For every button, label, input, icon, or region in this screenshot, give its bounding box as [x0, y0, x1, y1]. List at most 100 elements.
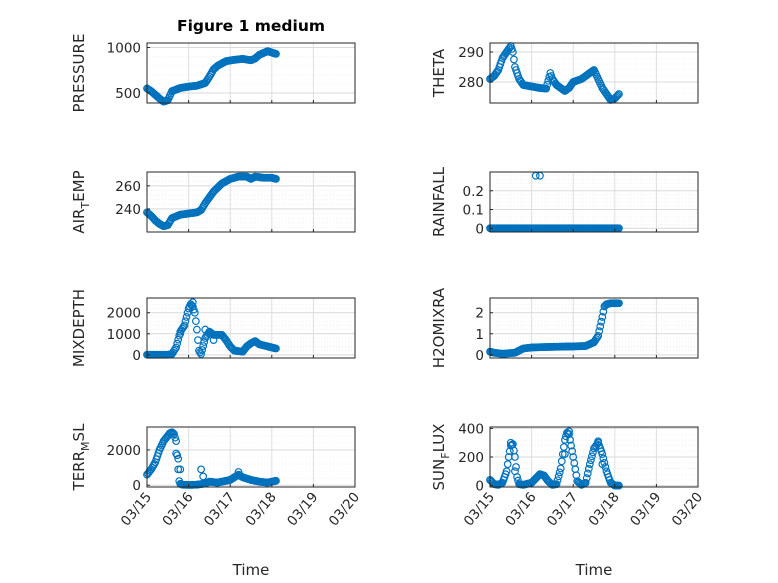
data-markers	[486, 42, 623, 104]
x-axis-label: Time	[232, 561, 270, 579]
x-axis-label: Time	[575, 561, 613, 579]
data-point	[560, 435, 569, 444]
data-point	[193, 325, 201, 334]
data-point	[199, 472, 208, 481]
data-point	[502, 467, 511, 476]
data-point	[188, 298, 197, 307]
data-markers	[143, 298, 280, 359]
data-point	[174, 465, 183, 474]
data-point	[512, 463, 520, 471]
data-point	[197, 465, 205, 474]
data-markers	[143, 428, 280, 489]
y-axis-label: TERRMSL	[70, 423, 92, 492]
y-tick-label: 280	[458, 75, 484, 91]
subplot-5: 0 1000 2000 MIXDEPTH	[70, 289, 356, 367]
data-point	[172, 437, 181, 446]
y-axis-label: PRESSURE	[70, 34, 88, 113]
data-point	[169, 429, 177, 438]
data-point	[615, 299, 623, 308]
data-point	[615, 481, 623, 490]
data-point	[176, 329, 185, 338]
data-point	[173, 339, 182, 348]
data-point	[234, 468, 243, 476]
data-point	[559, 443, 568, 451]
subplot-3: 240 260 AIRTEMP	[70, 170, 356, 234]
y-axis-label: RAINFALL	[430, 166, 448, 237]
data-point	[557, 457, 566, 466]
data-markers	[143, 172, 280, 231]
data-markers	[143, 47, 280, 106]
data-point	[199, 342, 208, 350]
data-point	[597, 317, 606, 326]
data-point	[586, 456, 595, 465]
data-point	[176, 465, 185, 474]
y-tick-label: 2000	[107, 443, 141, 459]
y-tick-label: 2000	[107, 306, 141, 322]
y-tick-label: 260	[115, 179, 141, 195]
y-tick-label: 0	[475, 479, 484, 495]
data-point	[170, 430, 178, 438]
data-point	[555, 468, 564, 477]
y-tick-label: 0	[475, 221, 484, 237]
y-tick-label: 1000	[107, 41, 141, 57]
data-point	[197, 350, 205, 358]
data-point	[599, 454, 608, 463]
data-point	[614, 91, 622, 100]
data-point	[510, 55, 518, 64]
data-point	[565, 427, 573, 436]
data-point	[598, 450, 607, 459]
axes-box	[146, 171, 356, 233]
data-point	[595, 327, 604, 336]
data-point	[594, 437, 603, 446]
data-point	[565, 430, 573, 439]
data-point	[566, 435, 574, 444]
y-tick-label: 0	[132, 348, 141, 364]
data-point	[272, 476, 280, 485]
data-point	[598, 313, 607, 321]
data-point	[182, 313, 191, 321]
y-tick-label: 400	[458, 421, 484, 437]
y-axis-label: H2OMIXRA	[430, 287, 448, 368]
axes-box	[146, 297, 356, 359]
data-point	[582, 474, 591, 482]
data-point	[180, 321, 189, 330]
data-point	[511, 453, 519, 461]
data-point	[272, 344, 280, 353]
data-point	[560, 450, 569, 459]
axes-area	[147, 43, 355, 103]
y-tick-label: 200	[458, 450, 484, 466]
data-point	[584, 464, 593, 473]
subplot-2: 280 290 THETA	[430, 42, 699, 104]
y-tick-label: 0	[475, 348, 484, 364]
data-point	[506, 438, 515, 447]
y-tick-label: 290	[458, 45, 484, 61]
data-markers	[486, 299, 623, 358]
data-point	[585, 460, 594, 469]
data-point	[581, 478, 590, 487]
data-point	[209, 336, 218, 345]
y-axis-label: MIXDEPTH	[70, 289, 88, 367]
axes-box	[489, 171, 699, 233]
y-tick-label: 1	[475, 327, 484, 343]
data-point	[503, 460, 512, 469]
axes-box	[146, 426, 356, 488]
data-point	[191, 317, 200, 326]
data-point	[600, 458, 609, 467]
y-axis-label: SUNFLUX	[430, 424, 452, 491]
y-tick-label: 1000	[107, 327, 141, 343]
data-point	[543, 80, 552, 89]
data-point	[181, 317, 190, 326]
data-point	[583, 469, 592, 478]
data-point	[174, 454, 183, 463]
y-tick-label: 0.1	[463, 203, 484, 219]
data-point	[554, 472, 563, 481]
data-point	[272, 175, 280, 183]
data-point	[567, 441, 576, 450]
axes-area	[490, 172, 698, 232]
data-point	[542, 84, 551, 93]
data-point	[171, 433, 179, 442]
data-point	[196, 348, 204, 357]
data-point	[556, 464, 565, 473]
subplot-1: 500 1000 PRESSURE	[70, 34, 356, 113]
